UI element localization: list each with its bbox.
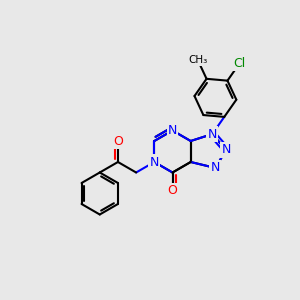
- Text: CH₃: CH₃: [188, 55, 207, 65]
- Text: O: O: [168, 184, 177, 197]
- Text: N: N: [150, 155, 159, 169]
- Text: N: N: [221, 143, 231, 156]
- Text: N: N: [208, 128, 217, 141]
- Text: N: N: [168, 124, 177, 137]
- Text: Cl: Cl: [233, 57, 246, 70]
- Text: O: O: [113, 134, 123, 148]
- Text: N: N: [211, 161, 220, 174]
